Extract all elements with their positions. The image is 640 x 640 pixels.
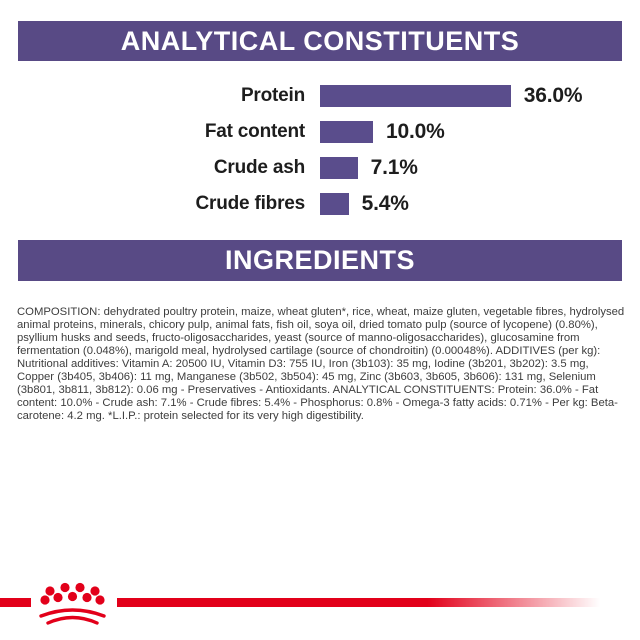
bar-value-fat-content: 10.0% xyxy=(386,120,445,143)
bar-label-crude-fibres: Crude fibres xyxy=(195,193,305,214)
bar-value-crude-fibres: 5.4% xyxy=(361,192,409,215)
chart-row-crude-ash: Crude ash 7.1% xyxy=(0,156,640,179)
royal-canin-logo xyxy=(0,580,640,640)
ingredients-title: INGREDIENTS xyxy=(224,245,416,275)
analytical-constituents-title: ANALYTICAL CONSTITUENTS xyxy=(120,25,520,56)
composition-text: COMPOSITION: dehydrated poultry protein,… xyxy=(17,306,625,422)
chart-row-protein: Protein 36.0% xyxy=(0,84,640,107)
ingredients-header-bar: INGREDIENTS xyxy=(18,240,622,281)
red-rule-right-segment xyxy=(117,598,610,607)
bar-protein xyxy=(320,85,511,107)
crown-icon xyxy=(39,582,106,625)
bar-crude-fibres xyxy=(320,193,349,215)
bar-fat-content xyxy=(320,121,373,143)
bar-label-protein: Protein xyxy=(240,85,305,106)
bar-crude-ash xyxy=(320,157,358,179)
chart-row-crude-fibres: Crude fibres 5.4% xyxy=(0,192,640,215)
analytical-constituents-header-bar: ANALYTICAL CONSTITUENTS xyxy=(18,21,622,61)
bar-label-fat-content: Fat content xyxy=(204,121,305,142)
bar-label-crude-ash: Crude ash xyxy=(213,157,305,178)
bar-value-protein: 36.0% xyxy=(523,84,583,107)
analytical-constituents-chart: Protein 36.0% Fat content 10.0% Crude as… xyxy=(0,84,640,229)
red-rule-left-segment xyxy=(0,598,31,607)
bar-value-crude-ash: 7.1% xyxy=(370,156,418,179)
chart-row-fat-content: Fat content 10.0% xyxy=(0,120,640,143)
